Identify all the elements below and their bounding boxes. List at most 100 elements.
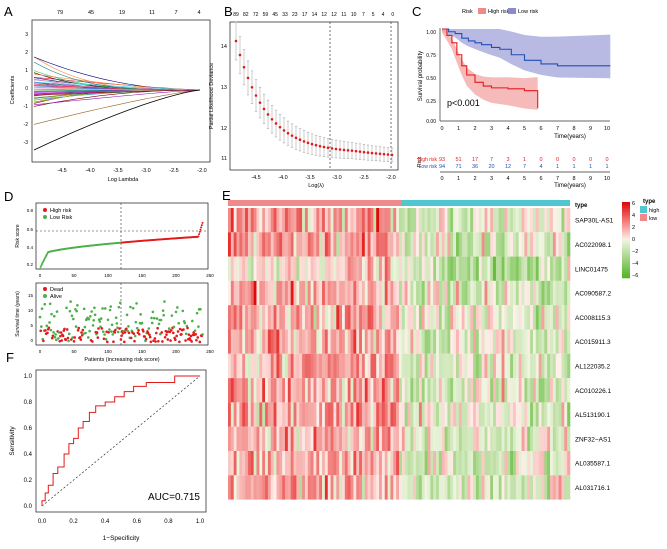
heatmap-cell bbox=[302, 402, 306, 427]
heatmap-cell bbox=[310, 280, 314, 306]
b-deviance-point bbox=[278, 125, 282, 129]
roc-curve bbox=[41, 375, 200, 506]
heatmap-cell bbox=[339, 305, 343, 330]
c-table-high-label: High risk bbox=[418, 157, 438, 163]
heatmap-cell bbox=[361, 402, 366, 427]
heatmap-cell bbox=[285, 280, 289, 306]
heatmap-cell bbox=[418, 402, 423, 427]
heatmap-cell bbox=[438, 451, 443, 476]
heatmap-cell bbox=[310, 378, 314, 403]
d-survival-point bbox=[199, 307, 202, 311]
c-table-high-cell: 0 bbox=[572, 157, 575, 163]
a-x-tick: -4.5 bbox=[57, 168, 66, 174]
heatmap-cell bbox=[373, 402, 377, 427]
scale-step bbox=[622, 268, 630, 271]
heatmap-cell bbox=[530, 305, 534, 330]
heatmap-cell bbox=[253, 426, 257, 451]
heatmap-cell bbox=[228, 232, 232, 257]
heatmap-cell bbox=[438, 232, 443, 257]
heatmap-cell bbox=[418, 426, 423, 451]
heatmap-cell bbox=[527, 232, 531, 257]
heatmap-cell bbox=[490, 451, 494, 476]
heatmap-cell bbox=[262, 232, 266, 257]
heatmap-gene-label: AL513190.1 bbox=[575, 412, 610, 419]
heatmap-cell bbox=[421, 402, 425, 427]
heatmap-cell bbox=[513, 329, 517, 354]
heatmap-cell bbox=[404, 451, 408, 476]
d-survival-point bbox=[112, 340, 115, 344]
heatmap-cell bbox=[287, 256, 291, 281]
heatmap-cell bbox=[467, 451, 471, 476]
heatmap-cell bbox=[453, 305, 457, 330]
heatmap-cell bbox=[538, 451, 542, 476]
heatmap-cell bbox=[453, 378, 457, 403]
heatmap-cell bbox=[339, 329, 343, 354]
heatmap-cell bbox=[550, 475, 554, 500]
heatmap-cell bbox=[373, 232, 377, 257]
heatmap-cell bbox=[521, 232, 525, 257]
heatmap-cell bbox=[347, 353, 351, 379]
heatmap-cell bbox=[253, 353, 257, 379]
d-survival-point bbox=[67, 339, 70, 343]
heatmap-cell bbox=[396, 256, 400, 281]
b-top-tick: 72 bbox=[253, 12, 259, 18]
heatmap-cell bbox=[544, 256, 548, 281]
heatmap-cell bbox=[285, 329, 289, 354]
panel-d: D High risk Low Risk 0.8 0.6 0.4 0.2 Ris… bbox=[4, 189, 214, 363]
d-survival-point bbox=[169, 329, 173, 332]
heatmap-cell bbox=[296, 475, 300, 500]
heatmap-cell bbox=[290, 353, 294, 379]
heatmap-cell bbox=[515, 280, 519, 306]
heatmap-cell bbox=[228, 305, 232, 330]
heatmap-cell bbox=[407, 280, 411, 306]
heatmap-cell bbox=[361, 353, 366, 379]
heatmap-cell bbox=[285, 426, 289, 451]
lasso-path bbox=[33, 89, 201, 125]
heatmap-cell bbox=[364, 451, 368, 476]
heatmap-cell bbox=[270, 232, 274, 257]
d-survival-point bbox=[40, 307, 44, 310]
heatmap-cell bbox=[376, 256, 380, 281]
heatmap-cell bbox=[333, 232, 337, 257]
heatmap-cell bbox=[441, 256, 445, 281]
heatmap-cell bbox=[495, 256, 500, 281]
d-survival-point bbox=[129, 336, 133, 340]
heatmap-cell bbox=[390, 426, 394, 451]
heatmap-cell bbox=[342, 378, 346, 403]
d-legend-high-dot bbox=[43, 208, 47, 212]
panel-c: C Risk High risk Low risk 1.00 0.75 0.50… bbox=[412, 4, 611, 189]
heatmap-cell bbox=[418, 451, 423, 476]
heatmap-cell bbox=[521, 208, 525, 233]
d-risk-point bbox=[39, 265, 42, 268]
heatmap-cell bbox=[307, 256, 311, 281]
panel-b-y-ticks: 14 13 12 11 bbox=[221, 44, 227, 162]
d-survival-point bbox=[52, 314, 56, 318]
heatmap-cell bbox=[438, 475, 443, 500]
b-top-tick: 12 bbox=[331, 12, 337, 18]
b-deviance-point bbox=[386, 153, 390, 156]
c-table-high-cell: 0 bbox=[556, 157, 559, 163]
heatmap-cell bbox=[361, 232, 366, 257]
c-table-high-cell: 7 bbox=[490, 157, 493, 163]
d-survival-point bbox=[102, 337, 106, 341]
e-legend-title: type bbox=[643, 199, 656, 205]
heatmap-cell bbox=[267, 475, 272, 500]
d-survival-point bbox=[60, 339, 64, 342]
heatmap-cell bbox=[461, 305, 465, 330]
heatmap-cell bbox=[307, 305, 311, 330]
heatmap-cell bbox=[344, 232, 348, 257]
heatmap-cell bbox=[487, 475, 491, 500]
heatmap-cell bbox=[550, 256, 554, 281]
heatmap-cell bbox=[456, 402, 460, 427]
d-survival-point bbox=[127, 331, 131, 335]
heatmap-cell bbox=[373, 256, 377, 281]
heatmap-cell bbox=[333, 208, 337, 233]
heatmap-cell bbox=[339, 378, 343, 403]
d-survival-point bbox=[154, 331, 158, 335]
heatmap-cell bbox=[267, 353, 272, 379]
d-y-tick: 10 bbox=[28, 308, 34, 313]
d-survival-point bbox=[73, 336, 76, 339]
heatmap-cell bbox=[404, 305, 408, 330]
heatmap-cell bbox=[461, 353, 465, 379]
d-survival-point bbox=[171, 331, 175, 335]
